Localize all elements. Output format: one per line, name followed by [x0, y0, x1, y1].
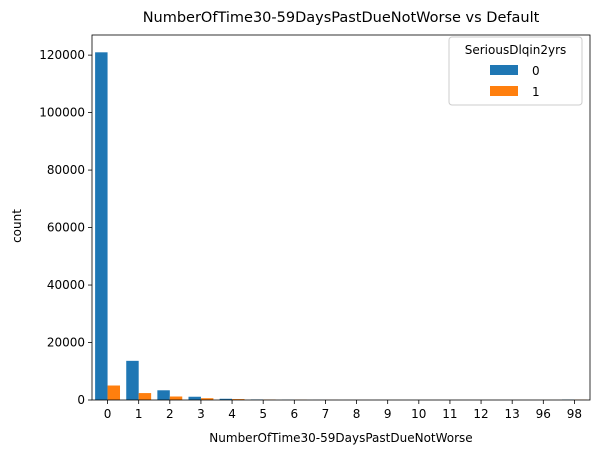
legend-swatch-1	[490, 86, 518, 96]
x-tick-label: 5	[259, 407, 267, 421]
y-axis: 0 20000 40000 60000 80000 100000 120000	[39, 48, 92, 407]
legend: SeriousDlqin2yrs 0 1	[448, 36, 583, 106]
legend-swatch-0	[490, 65, 518, 75]
x-tick-label: 1	[135, 407, 143, 421]
bar-series-0-1	[126, 360, 139, 400]
legend-label-1: 1	[532, 85, 540, 99]
bar-series-0-4	[219, 398, 233, 400]
y-tick-label: 100000	[39, 106, 85, 120]
x-tick-label: 3	[197, 407, 205, 421]
bar-series-1-2	[169, 396, 183, 400]
bar-series-1-0	[107, 385, 121, 400]
x-tick-label: 13	[505, 407, 520, 421]
bar-series-0-3	[188, 396, 201, 400]
bar-series-1-1	[138, 393, 152, 400]
bar-series-1-3	[200, 398, 214, 400]
x-tick-label: 4	[228, 407, 236, 421]
plot-area	[91, 34, 591, 401]
x-tick-label: 8	[353, 407, 361, 421]
x-tick-label: 9	[384, 407, 392, 421]
x-tick-label: 98	[567, 407, 582, 421]
y-tick-label: 60000	[47, 221, 85, 235]
y-tick-label: 20000	[47, 336, 85, 350]
y-tick-label: 80000	[47, 163, 85, 177]
x-tick-label: 7	[322, 407, 330, 421]
x-tick-label: 96	[536, 407, 551, 421]
x-tick-label: 2	[166, 407, 174, 421]
x-tick-label: 6	[290, 407, 298, 421]
x-axis-label: NumberOfTime30-59DaysPastDueNotWorse	[209, 431, 472, 445]
y-axis-label: count	[10, 209, 24, 243]
chart-title: NumberOfTime30-59DaysPastDueNotWorse vs …	[143, 10, 540, 26]
x-tick-label: 10	[411, 407, 426, 421]
bar-series-0-0	[95, 52, 108, 401]
x-tick-label: 11	[442, 407, 457, 421]
plot-frame	[91, 34, 591, 401]
y-tick-label: 120000	[39, 48, 85, 62]
bar-series-1-4	[232, 399, 245, 400]
x-axis: 0 1 2 3 4 5 6 7 8 9 10 11 12 13 96 98	[104, 400, 582, 421]
x-tick-label: 0	[104, 407, 112, 421]
legend-title: SeriousDlqin2yrs	[465, 43, 567, 57]
bar-series-0-2	[157, 390, 170, 400]
y-tick-label: 40000	[47, 278, 85, 292]
legend-label-0: 0	[532, 64, 540, 78]
y-tick-label: 0	[77, 393, 85, 407]
x-tick-label: 12	[473, 407, 488, 421]
